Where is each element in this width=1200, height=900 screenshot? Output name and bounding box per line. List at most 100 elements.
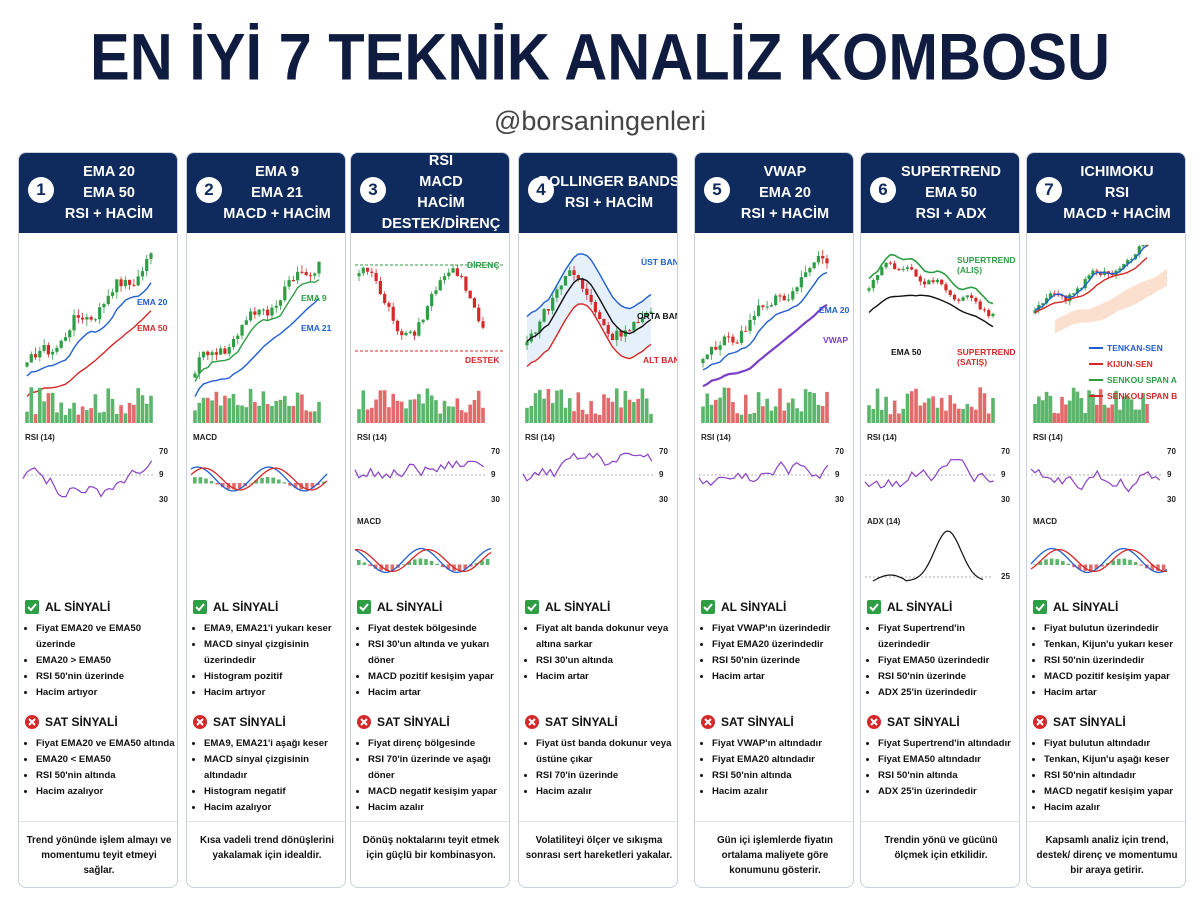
signal-item: Fiyat EMA20 ve EMA50 üzerinde — [36, 621, 175, 653]
volume-bar — [1067, 400, 1072, 423]
candle-body — [778, 295, 782, 297]
icon-mark — [703, 603, 713, 612]
volume-bar — [986, 413, 991, 423]
candle-body — [546, 309, 550, 311]
candle-body — [927, 280, 931, 285]
volume-bar — [240, 405, 244, 423]
icon-bg — [867, 600, 881, 614]
macd-histogram — [204, 478, 208, 484]
candle-body — [106, 295, 110, 305]
volume-bar — [580, 409, 585, 423]
icon-bg — [701, 600, 715, 614]
volume-bar — [1044, 391, 1049, 423]
candle-body — [568, 270, 572, 276]
sell-section: SAT SİNYALİ Fiyat EMA20 ve EMA50 altındaE… — [25, 713, 175, 800]
volume-bar — [231, 393, 236, 423]
macd-histogram — [1055, 559, 1059, 565]
candle-body — [610, 333, 615, 341]
candle-body — [563, 275, 568, 286]
candle-body — [1072, 293, 1076, 295]
volume-bar — [50, 392, 55, 423]
volume-bar — [253, 402, 257, 423]
adx-line — [872, 530, 984, 582]
candle-body — [481, 321, 485, 328]
candle-body — [987, 310, 991, 317]
volume-bar — [884, 396, 888, 423]
candle-body — [296, 271, 300, 281]
band-line — [526, 253, 652, 318]
candle-body — [472, 298, 477, 308]
volume-bar — [282, 396, 287, 423]
volume-bar — [374, 399, 378, 423]
signal-item: Fiyat EMA50 altındadır — [878, 752, 1017, 768]
chart-label: ÜST BAND — [641, 257, 677, 267]
volume-bar — [782, 410, 787, 423]
volume-bar — [914, 388, 918, 423]
section-title-text: SAT SİNYALİ — [45, 715, 118, 729]
candle-body — [274, 305, 278, 308]
macd-histogram — [474, 563, 479, 565]
candle-body — [598, 312, 602, 319]
separator — [861, 821, 1019, 822]
chart-label: ALT BAND — [643, 355, 677, 365]
candle-body — [253, 311, 257, 315]
volume-bar — [387, 407, 391, 423]
candle-body — [871, 279, 875, 289]
volume-bar — [451, 406, 455, 423]
signal-item: Hacim artar — [712, 669, 851, 685]
volume-bar — [1129, 399, 1134, 423]
volume-bar — [722, 387, 727, 423]
candle-body — [442, 276, 447, 281]
chart-graphic — [22, 252, 155, 498]
volume-bar — [235, 405, 240, 423]
signal-list: Fiyat alt banda dokunur veya altına sark… — [525, 621, 675, 685]
macd-histogram — [401, 564, 406, 565]
candle-body — [615, 330, 619, 341]
band-fill — [527, 254, 651, 367]
volume-bar — [193, 410, 197, 423]
volume-bar — [1102, 404, 1107, 423]
volume-bar — [718, 397, 722, 423]
candle-body — [115, 279, 119, 293]
candle-body — [400, 331, 404, 336]
candle-body — [722, 336, 726, 346]
volume-bar — [468, 404, 472, 423]
volume-bar — [965, 403, 970, 423]
card-title-line: EMA 20 — [83, 163, 135, 180]
candle-body — [602, 318, 606, 326]
level-label: 70 — [1001, 447, 1010, 456]
volume-bar — [67, 408, 72, 423]
card: 3 RSI MACD HACİM DESTEK/DİRENÇ DİRENÇ DESTEK RS… — [350, 152, 510, 888]
volume-bar — [1110, 404, 1115, 423]
candle-body — [1044, 298, 1049, 304]
macd-histogram — [288, 483, 292, 486]
macd-histogram — [1100, 564, 1104, 567]
candle-body — [628, 330, 632, 332]
volume-bar — [961, 408, 965, 423]
candle-body — [308, 275, 313, 277]
candle-body — [421, 319, 425, 323]
card-title-line: RSI — [1104, 184, 1130, 201]
macd-histogram — [1117, 558, 1121, 565]
rsi-line — [22, 460, 153, 498]
card-note: Volatiliteyi ölçer ve sıkışma sonrası se… — [525, 835, 673, 861]
volume-bar — [365, 409, 370, 423]
volume-bar — [201, 397, 206, 423]
candle-body — [739, 330, 744, 343]
signal-item: MACD pozitif kesişim yapar — [368, 669, 507, 685]
check-icon — [193, 600, 207, 614]
candle-body — [201, 351, 206, 358]
candle-body — [718, 345, 722, 350]
candle-body — [98, 307, 102, 320]
signal-item: ADX 25'in üzerindedir — [878, 784, 1017, 800]
candle-body — [270, 307, 274, 316]
volume-bar — [399, 401, 404, 423]
candle-body — [447, 272, 451, 277]
candle-body — [957, 299, 961, 301]
card-title-line: EMA 50 — [925, 184, 977, 201]
volume-bar — [1083, 412, 1088, 423]
signal-list: EMA9, EMA21'i yukarı keserMACD sinyal çi… — [193, 621, 343, 701]
cross-icon — [357, 715, 371, 729]
volume-bar — [939, 397, 944, 423]
volume-bar — [1056, 413, 1060, 423]
